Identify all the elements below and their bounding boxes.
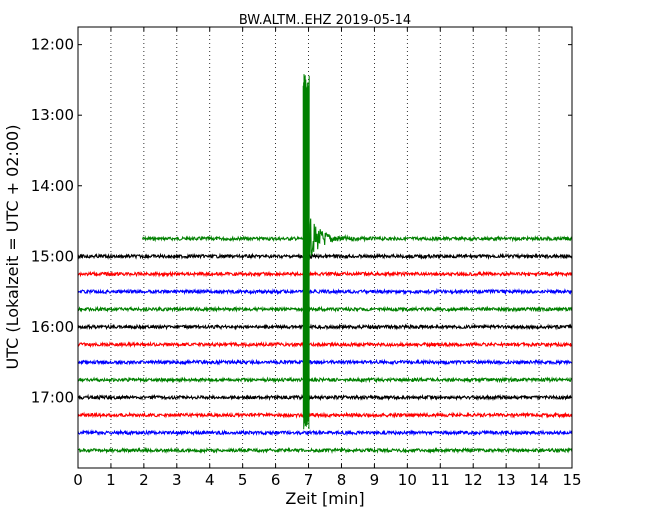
seismic-trace: [77, 323, 573, 331]
x-tick-label: 6: [271, 471, 281, 489]
seismic-trace: [77, 376, 573, 384]
seismic-trace: [77, 358, 573, 366]
seismic-trace: [77, 270, 573, 278]
y-tick-label: 15:00: [31, 247, 74, 265]
event-spike: [302, 74, 310, 430]
x-tick-label: 5: [238, 471, 248, 489]
x-tick-label: 3: [172, 471, 182, 489]
y-tick-label: 16:00: [31, 318, 74, 336]
y-axis-label: UTC (Lokalzeit = UTC + 02:00): [3, 125, 22, 370]
y-tick-label: 14:00: [31, 177, 74, 195]
trace-layer: [77, 74, 573, 455]
x-tick-label: 2: [139, 471, 149, 489]
axis-ticks: 0 1 2 3 4 5 6 7 8 9 10 11 12 13 14 1512:0013:0014:0015:…: [31, 27, 582, 489]
seismic-trace: [77, 305, 573, 313]
y-tick-label: 12:00: [31, 36, 74, 54]
x-tick-label: 4: [205, 471, 215, 489]
chart-title: BW.ALTM..EHZ 2019-05-14: [239, 13, 411, 28]
x-tick-label: 14: [530, 471, 549, 489]
x-tick-label: 15: [562, 471, 581, 489]
x-tick-label: 11: [431, 471, 450, 489]
x-tick-label: 10: [398, 471, 417, 489]
seismic-trace: [77, 446, 573, 455]
x-tick-label: 0: [73, 471, 83, 489]
x-tick-label: 12: [464, 471, 483, 489]
y-tick-label: 13:00: [31, 106, 74, 124]
seismic-trace: [77, 340, 573, 349]
x-tick-label: 13: [497, 471, 516, 489]
x-tick-label: 7: [304, 471, 314, 489]
plot-frame: [77, 26, 573, 469]
seismic-trace: [77, 428, 573, 437]
x-axis-label: Zeit [min]: [285, 489, 364, 508]
x-tick-label: 1: [106, 471, 116, 489]
seismic-trace: [77, 252, 573, 260]
y-tick-label: 17:00: [31, 388, 74, 406]
seismic-trace: [141, 218, 573, 260]
grid-lines: [110, 27, 540, 468]
seismic-trace: [77, 411, 573, 419]
seismic-trace: [77, 393, 573, 402]
x-tick-label: 8: [337, 471, 347, 489]
seismic-trace: [77, 287, 573, 296]
x-tick-label: 9: [370, 471, 380, 489]
